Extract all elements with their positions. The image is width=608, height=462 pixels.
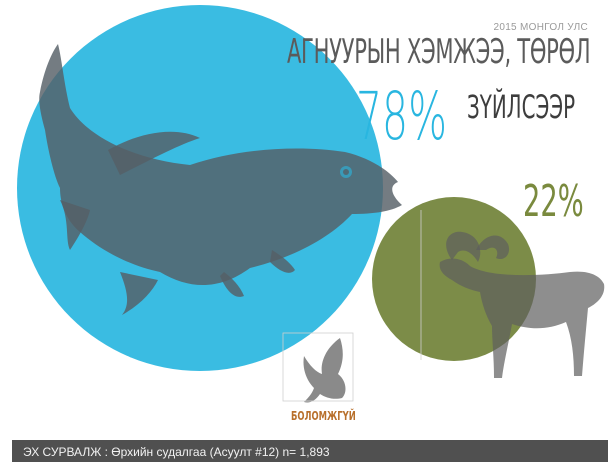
year-label: 2015 МОНГОЛ УЛС — [493, 22, 588, 33]
page-title: АГНУУРЫН ХЭМЖЭЭ, ТӨРӨЛ — [286, 32, 591, 72]
goat-percent-label: 22% — [523, 176, 584, 227]
source-footer: ЭХ СУРВАЛЖ : Өрхийн судалгаа (Асуулт #12… — [12, 440, 608, 462]
bird-frame — [282, 332, 354, 402]
fish-percent-label: 78% — [356, 78, 447, 155]
bird-icon — [303, 338, 346, 403]
mountain-goat-icon — [439, 231, 605, 378]
fish-category-label: ЗҮЙЛСЭЭР — [467, 88, 576, 126]
source-text: ЭХ СУРВАЛЖ : Өрхийн судалгаа (Асуулт #12… — [23, 445, 330, 459]
bird-category-label: БОЛОМЖГҮЙ — [291, 409, 356, 423]
fish-icon — [39, 44, 403, 315]
